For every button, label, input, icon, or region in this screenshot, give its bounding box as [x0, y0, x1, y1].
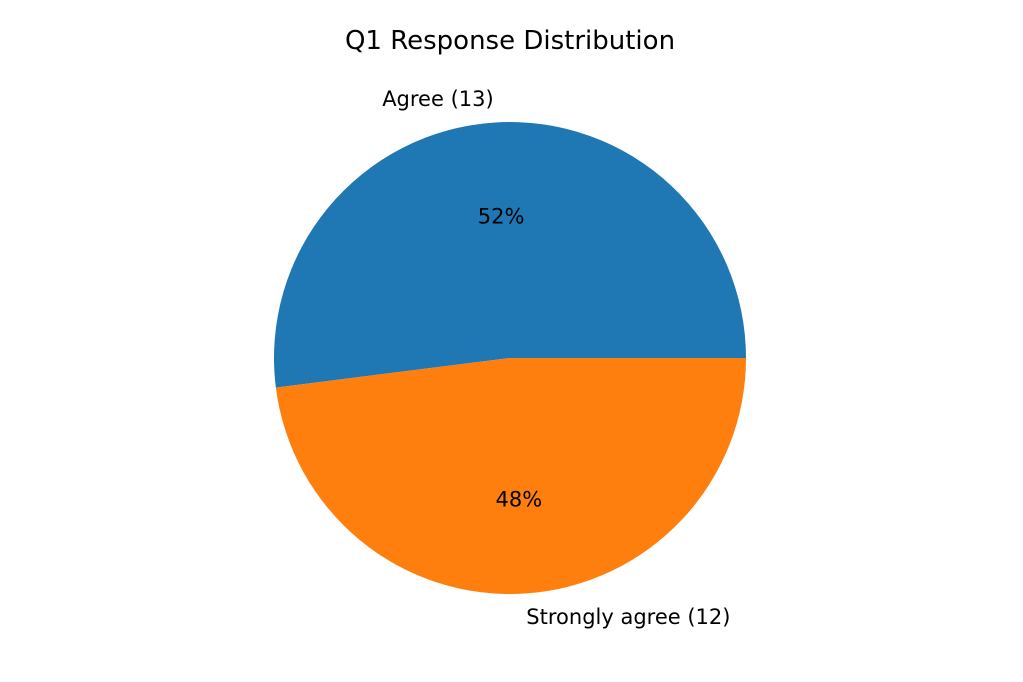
pie-slice-2	[275, 358, 746, 595]
pie-slices	[274, 122, 746, 595]
chart-title: Q1 Response Distribution	[345, 26, 675, 56]
pie-slice-1	[274, 122, 746, 388]
pie-percent-label-2: 48%	[496, 487, 543, 511]
pie-labels: 52% Agree (13) 48% Strongly agree (12)	[382, 87, 730, 629]
pie-slice-label-1: Agree (13)	[382, 87, 494, 111]
pie-percent-label-1: 52%	[478, 205, 525, 229]
pie-slice-label-2: Strongly agree (12)	[526, 605, 730, 629]
